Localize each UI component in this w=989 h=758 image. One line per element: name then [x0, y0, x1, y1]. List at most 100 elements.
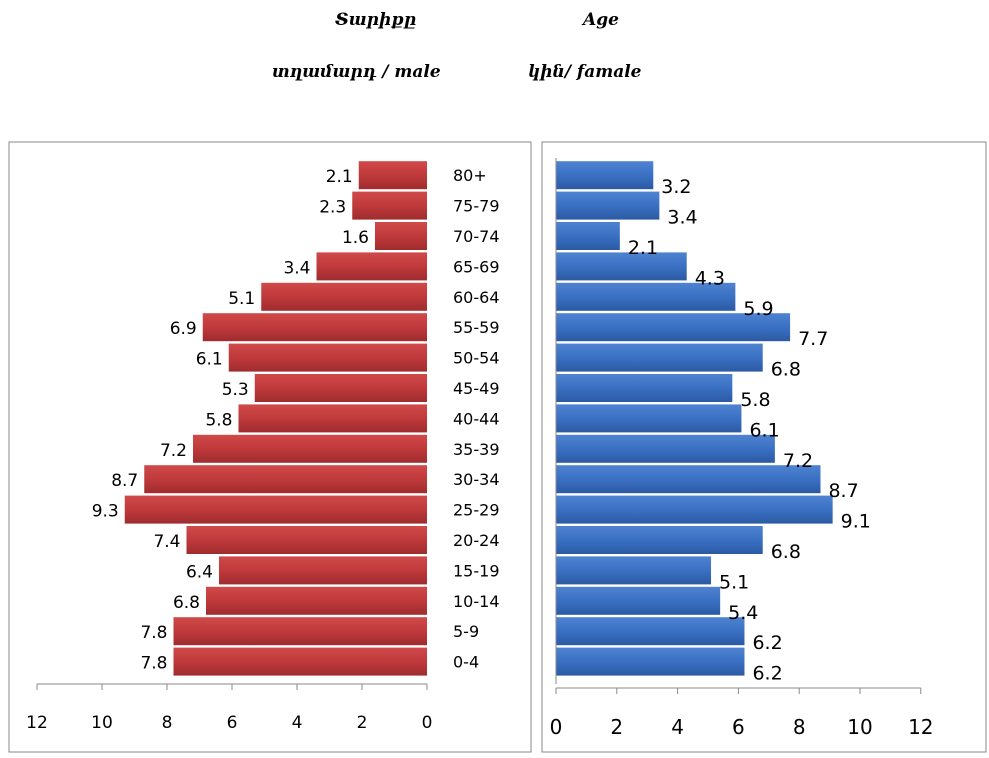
female-bar-50-54 — [556, 343, 763, 372]
age-group-label-60-64: 60-64 — [453, 288, 500, 307]
male-bar-45-49 — [254, 374, 427, 402]
male-data-label-50-54: 6.1 — [196, 350, 223, 370]
female-axis-tick-label: 4 — [671, 715, 684, 739]
male-bar-5-9 — [173, 617, 427, 646]
age-group-label-0-4: 0-4 — [453, 653, 479, 672]
female-axis-tick-label: 6 — [732, 715, 745, 739]
age-group-label-5-9: 5-9 — [453, 622, 479, 641]
age-group-label-80+: 80+ — [453, 166, 487, 185]
female-data-label-10-14: 5.4 — [728, 602, 758, 624]
male-axis-tick-label: 2 — [357, 713, 368, 733]
female-data-label-0-4: 6.2 — [752, 663, 782, 685]
male-bar-75-79 — [352, 191, 427, 220]
female-bar-35-39 — [556, 434, 775, 463]
female-data-label-25-29: 9.1 — [841, 511, 871, 533]
male-data-label-20-24: 7.4 — [153, 532, 180, 552]
age-group-label-75-79: 75-79 — [453, 197, 500, 216]
female-bar-65-69 — [556, 252, 687, 281]
male-data-label-0-4: 7.8 — [140, 654, 167, 674]
female-bar-45-49 — [556, 374, 733, 402]
female-data-label-45-49: 5.8 — [740, 389, 770, 411]
female-bar-5-9 — [556, 617, 745, 646]
female-data-label-40-44: 6.1 — [749, 419, 779, 441]
male-bar-70-74 — [375, 222, 427, 250]
female-bar-20-24 — [556, 526, 763, 554]
male-bar-60-64 — [261, 282, 427, 311]
age-group-label-10-14: 10-14 — [453, 592, 500, 611]
female-data-label-70-74: 2.1 — [628, 237, 658, 259]
male-axis-tick-label: 10 — [91, 713, 113, 733]
age-group-label-30-34: 30-34 — [453, 470, 500, 489]
male-bar-15-19 — [219, 556, 427, 585]
female-data-label-75-79: 3.4 — [667, 207, 697, 229]
age-group-label-20-24: 20-24 — [453, 531, 500, 550]
female-data-label-65-69: 4.3 — [695, 267, 725, 289]
male-data-label-40-44: 5.8 — [205, 410, 232, 430]
female-axis-tick-label: 12 — [908, 715, 933, 739]
female-data-label-15-19: 5.1 — [719, 571, 749, 593]
male-bar-50-54 — [228, 343, 427, 372]
male-panel-border — [8, 141, 532, 753]
chart-title-left: Տարիքը — [335, 10, 417, 30]
female-bar-10-14 — [556, 586, 721, 615]
male-data-label-5-9: 7.8 — [140, 623, 167, 643]
male-bar-55-59 — [202, 313, 427, 342]
male-data-label-10-14: 6.8 — [173, 593, 200, 613]
male-bar-65-69 — [316, 252, 427, 281]
female-header-label: կին/ famale — [528, 62, 642, 82]
female-bar-40-44 — [556, 404, 742, 433]
female-axis-tick-label: 8 — [793, 715, 806, 739]
female-bar-30-34 — [556, 465, 821, 494]
age-group-label-70-74: 70-74 — [453, 227, 500, 246]
female-data-label-5-9: 6.2 — [752, 632, 782, 654]
female-data-label-20-24: 6.8 — [771, 541, 801, 563]
age-group-label-40-44: 40-44 — [453, 409, 500, 428]
male-data-label-80+: 2.1 — [326, 167, 353, 187]
male-bar-80+ — [358, 161, 427, 190]
male-bar-10-14 — [206, 586, 427, 615]
male-bar-40-44 — [238, 404, 427, 433]
age-group-label-50-54: 50-54 — [453, 349, 500, 368]
male-axis-tick-label: 8 — [162, 713, 173, 733]
male-bar-30-34 — [144, 465, 427, 494]
male-axis-tick-label: 6 — [227, 713, 238, 733]
male-axis-tick-label: 12 — [26, 713, 48, 733]
age-group-label-55-59: 55-59 — [453, 318, 500, 337]
female-data-label-80+: 3.2 — [661, 176, 691, 198]
male-data-label-65-69: 3.4 — [283, 258, 310, 278]
male-bar-0-4 — [173, 647, 427, 676]
female-axis-tick-label: 0 — [550, 715, 563, 739]
age-group-label-65-69: 65-69 — [453, 257, 500, 276]
age-group-label-45-49: 45-49 — [453, 379, 500, 398]
female-data-label-35-39: 7.2 — [783, 450, 813, 472]
female-axis-tick-label: 2 — [610, 715, 623, 739]
male-header-label: տղամարդ / male — [272, 62, 441, 82]
female-bar-70-74 — [556, 222, 620, 250]
male-axis-tick-label: 4 — [292, 713, 303, 733]
age-group-label-25-29: 25-29 — [453, 501, 500, 520]
female-panel-border — [541, 141, 987, 753]
female-bar-80+ — [556, 161, 654, 190]
male-data-label-30-34: 8.7 — [111, 471, 138, 491]
female-data-label-55-59: 7.7 — [798, 328, 828, 350]
female-data-label-50-54: 6.8 — [771, 359, 801, 381]
female-axis-tick-label: 10 — [847, 715, 872, 739]
male-axis-tick-label: 0 — [422, 713, 433, 733]
female-bar-75-79 — [556, 191, 660, 220]
female-data-label-30-34: 8.7 — [828, 480, 858, 502]
male-data-label-55-59: 6.9 — [170, 319, 197, 339]
male-data-label-25-29: 9.3 — [92, 502, 119, 522]
male-data-label-60-64: 5.1 — [228, 289, 255, 309]
female-bar-0-4 — [556, 647, 745, 676]
age-group-label-15-19: 15-19 — [453, 561, 500, 580]
male-data-label-35-39: 7.2 — [160, 441, 187, 461]
female-bar-60-64 — [556, 282, 736, 311]
male-data-label-75-79: 2.3 — [319, 198, 346, 218]
age-group-label-35-39: 35-39 — [453, 440, 500, 459]
male-bar-20-24 — [186, 526, 427, 554]
female-bar-55-59 — [556, 313, 791, 342]
male-bar-25-29 — [124, 495, 427, 524]
male-data-label-70-74: 1.6 — [342, 228, 369, 248]
male-bar-35-39 — [193, 434, 427, 463]
